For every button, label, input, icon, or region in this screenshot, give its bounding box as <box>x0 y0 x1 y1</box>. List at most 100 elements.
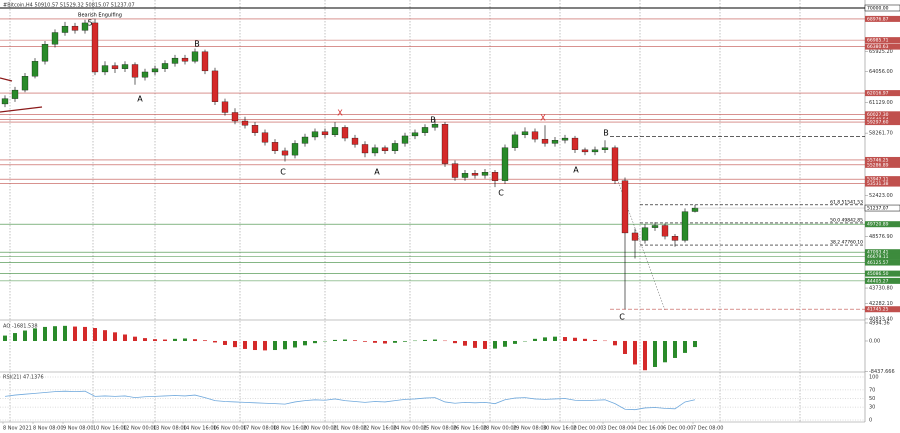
candle-body <box>661 225 669 237</box>
fib-label: 61.8 51541.53 <box>830 199 863 205</box>
fib-label: 38.2 47760.10 <box>830 240 863 246</box>
wave-label: C <box>619 313 625 322</box>
ao-bar <box>243 340 247 349</box>
y-tick-label: 42282.10 <box>869 301 893 307</box>
ao-bar <box>613 340 617 346</box>
candle-body <box>481 172 489 176</box>
candle-body <box>211 70 219 102</box>
ao-bar <box>373 340 377 343</box>
wave-label: B <box>603 129 609 138</box>
x-tick-label: 12 Nov 00:00 <box>123 426 157 432</box>
ao-bar <box>23 330 27 341</box>
candle-body <box>231 112 239 122</box>
level-label: 60027.30 <box>867 112 889 118</box>
y-tick-label: 48576.90 <box>869 234 893 240</box>
trend-line <box>0 77 13 82</box>
x-tick-label: 7 Dec 08:00 <box>693 426 723 432</box>
candle-body <box>71 25 79 31</box>
ao-bar <box>673 340 677 358</box>
level-label: 45086.50 <box>867 271 889 277</box>
candle-body <box>501 147 509 181</box>
candle-body <box>351 137 359 145</box>
candle-body <box>31 61 39 77</box>
ao-bar <box>593 339 597 341</box>
ao-bar <box>463 340 467 346</box>
ao-bar <box>573 337 577 341</box>
ao-bar <box>633 340 637 365</box>
candle-body <box>671 235 679 241</box>
ao-bar <box>113 332 117 341</box>
x-tick-label: 9 Nov 08:00 <box>63 426 94 432</box>
candle-body <box>631 232 639 241</box>
candle-body <box>381 147 389 152</box>
candle-body <box>181 57 189 62</box>
ao-bar <box>653 340 657 367</box>
trend-line <box>0 106 43 113</box>
level-label: 59297.60 <box>867 120 889 126</box>
level-label: 46125.57 <box>867 260 889 266</box>
ao-bar <box>423 339 427 341</box>
ao-tick-label: 0.00 <box>869 338 880 344</box>
y-tick-label: 64056.00 <box>869 69 893 75</box>
candle-body <box>11 89 19 99</box>
level-label-box <box>864 4 900 12</box>
level-label-box <box>865 37 900 44</box>
ao-bar <box>33 328 37 341</box>
ao-bar <box>683 340 687 353</box>
level-label: 62016.97 <box>867 91 889 97</box>
x-tick-label: 22 Nov 16:00 <box>363 426 397 432</box>
level-label-box <box>865 249 900 256</box>
candle-body <box>471 173 479 176</box>
candle-body <box>421 127 429 133</box>
level-label: 66985.71 <box>867 38 889 44</box>
ao-bar <box>283 340 287 350</box>
ao-bar <box>563 337 567 341</box>
x-tick-label: 2 Dec 00:00 <box>573 426 603 432</box>
y-tick-label: 65925.20 <box>869 49 893 55</box>
ao-bar <box>143 338 147 341</box>
ao-bar <box>353 340 357 341</box>
y-tick-label: 52423.00 <box>869 193 893 199</box>
ao-bar <box>663 340 667 363</box>
candle-body <box>151 68 159 73</box>
level-label-box <box>865 180 900 187</box>
x-tick-label: 13 Nov 08:00 <box>153 426 187 432</box>
wave-label: Bearish Engulfing <box>78 13 122 19</box>
candle-body <box>191 51 199 62</box>
candle-body <box>301 136 309 144</box>
x-tick-label: 14 Nov 16:00 <box>183 426 217 432</box>
ao-bar <box>503 340 507 347</box>
ao-bar <box>133 336 137 341</box>
ao-bar <box>303 340 307 346</box>
level-label-box <box>865 277 900 284</box>
ao-bar <box>123 334 127 341</box>
candle-body <box>271 142 279 152</box>
rsi-tick-label: 100 <box>869 375 879 381</box>
level-label-box <box>865 270 900 277</box>
ao-bar <box>493 340 497 349</box>
ao-bar <box>83 326 87 341</box>
ao-bar <box>383 340 387 344</box>
wave-label: X <box>337 109 343 118</box>
wave-label: X <box>540 114 546 123</box>
level-label: 55746.25 <box>867 157 889 163</box>
level-label-box <box>865 43 900 50</box>
level-label-box <box>865 161 900 168</box>
ao-bar <box>403 340 407 342</box>
rsi-tick-label: 50 <box>869 396 875 402</box>
level-label-box <box>865 156 900 163</box>
ao-bar <box>223 340 227 345</box>
ao-bar <box>163 339 167 341</box>
x-tick-label: 3 Dec 08:00 <box>603 426 633 432</box>
ao-bar <box>343 339 347 341</box>
level-label: 53947.11 <box>867 177 889 183</box>
ao-tick-label: -8437.666 <box>869 369 895 375</box>
candle-body <box>161 63 169 69</box>
level-label: 49720.89 <box>867 222 889 228</box>
ao-bar <box>483 340 487 349</box>
wave-label: B <box>194 40 200 49</box>
rsi-tick-label: 30 <box>869 405 875 411</box>
